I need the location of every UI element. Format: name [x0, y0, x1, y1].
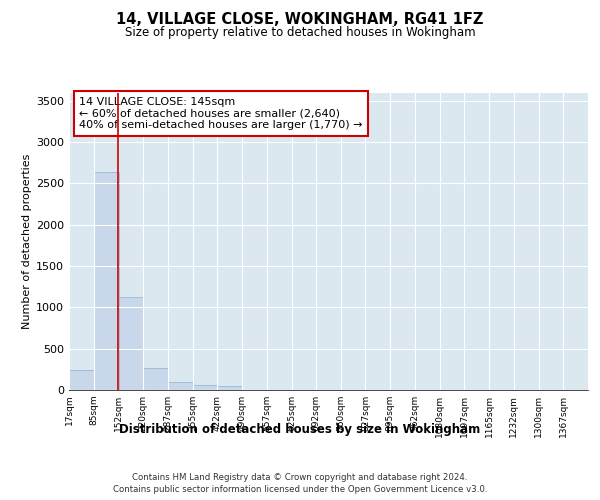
Text: 14, VILLAGE CLOSE, WOKINGHAM, RG41 1FZ: 14, VILLAGE CLOSE, WOKINGHAM, RG41 1FZ	[116, 12, 484, 28]
Text: Distribution of detached houses by size in Wokingham: Distribution of detached houses by size …	[119, 422, 481, 436]
Text: Contains public sector information licensed under the Open Government Licence v3: Contains public sector information licen…	[113, 485, 487, 494]
Bar	[119, 296, 143, 390]
Bar	[94, 172, 119, 390]
Y-axis label: Number of detached properties: Number of detached properties	[22, 154, 32, 329]
Text: Size of property relative to detached houses in Wokingham: Size of property relative to detached ho…	[125, 26, 475, 39]
Bar	[143, 368, 168, 390]
Bar	[217, 386, 242, 390]
Text: 14 VILLAGE CLOSE: 145sqm
← 60% of detached houses are smaller (2,640)
40% of sem: 14 VILLAGE CLOSE: 145sqm ← 60% of detach…	[79, 97, 363, 130]
Bar	[193, 386, 217, 390]
Bar	[168, 382, 193, 390]
Bar	[69, 370, 94, 390]
Text: Contains HM Land Registry data © Crown copyright and database right 2024.: Contains HM Land Registry data © Crown c…	[132, 472, 468, 482]
